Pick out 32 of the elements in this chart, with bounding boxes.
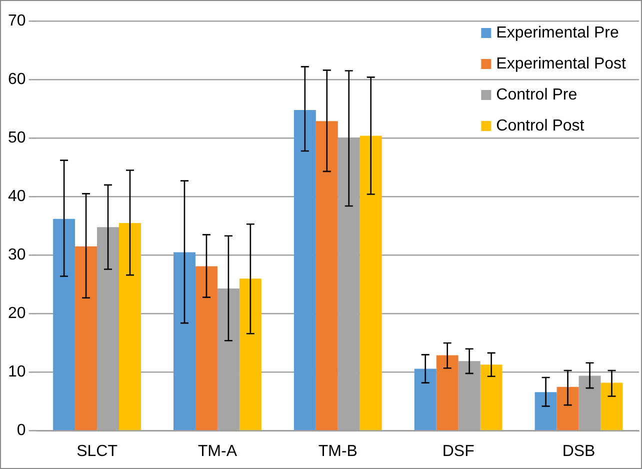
y-tick-label: 70 <box>8 12 26 30</box>
y-tick-label: 10 <box>8 364 26 381</box>
y-tick-label: 60 <box>8 70 26 88</box>
legend-label: Control Post <box>496 117 585 134</box>
bar <box>600 382 623 430</box>
bar <box>480 364 502 430</box>
y-tick-label: 0 <box>16 422 26 440</box>
bar <box>436 355 458 430</box>
bar <box>173 252 196 430</box>
legend-label: Experimental Pre <box>496 24 619 42</box>
y-tick-label: 20 <box>8 305 26 322</box>
bar <box>53 218 76 430</box>
x-tick-label: SLCT <box>76 442 118 460</box>
bar <box>119 222 141 430</box>
x-tick-label: TM-A <box>198 442 238 460</box>
bar <box>534 392 557 430</box>
y-tick-label: 50 <box>8 129 26 146</box>
bar <box>556 386 579 430</box>
x-tick-label: TM-B <box>318 442 358 460</box>
bar <box>316 121 338 430</box>
bar <box>195 266 218 430</box>
bar <box>239 278 262 430</box>
x-tick-label: DSB <box>562 442 596 460</box>
bar <box>294 110 316 430</box>
bar <box>360 136 382 430</box>
y-tick-label: 40 <box>8 188 26 206</box>
legend-label: Experimental Post <box>496 55 627 72</box>
x-tick-label: DSF <box>442 442 475 460</box>
bar <box>75 246 98 430</box>
bar <box>414 368 436 430</box>
y-tick-label: 30 <box>8 246 26 264</box>
legend-label: Control Pre <box>496 86 578 104</box>
